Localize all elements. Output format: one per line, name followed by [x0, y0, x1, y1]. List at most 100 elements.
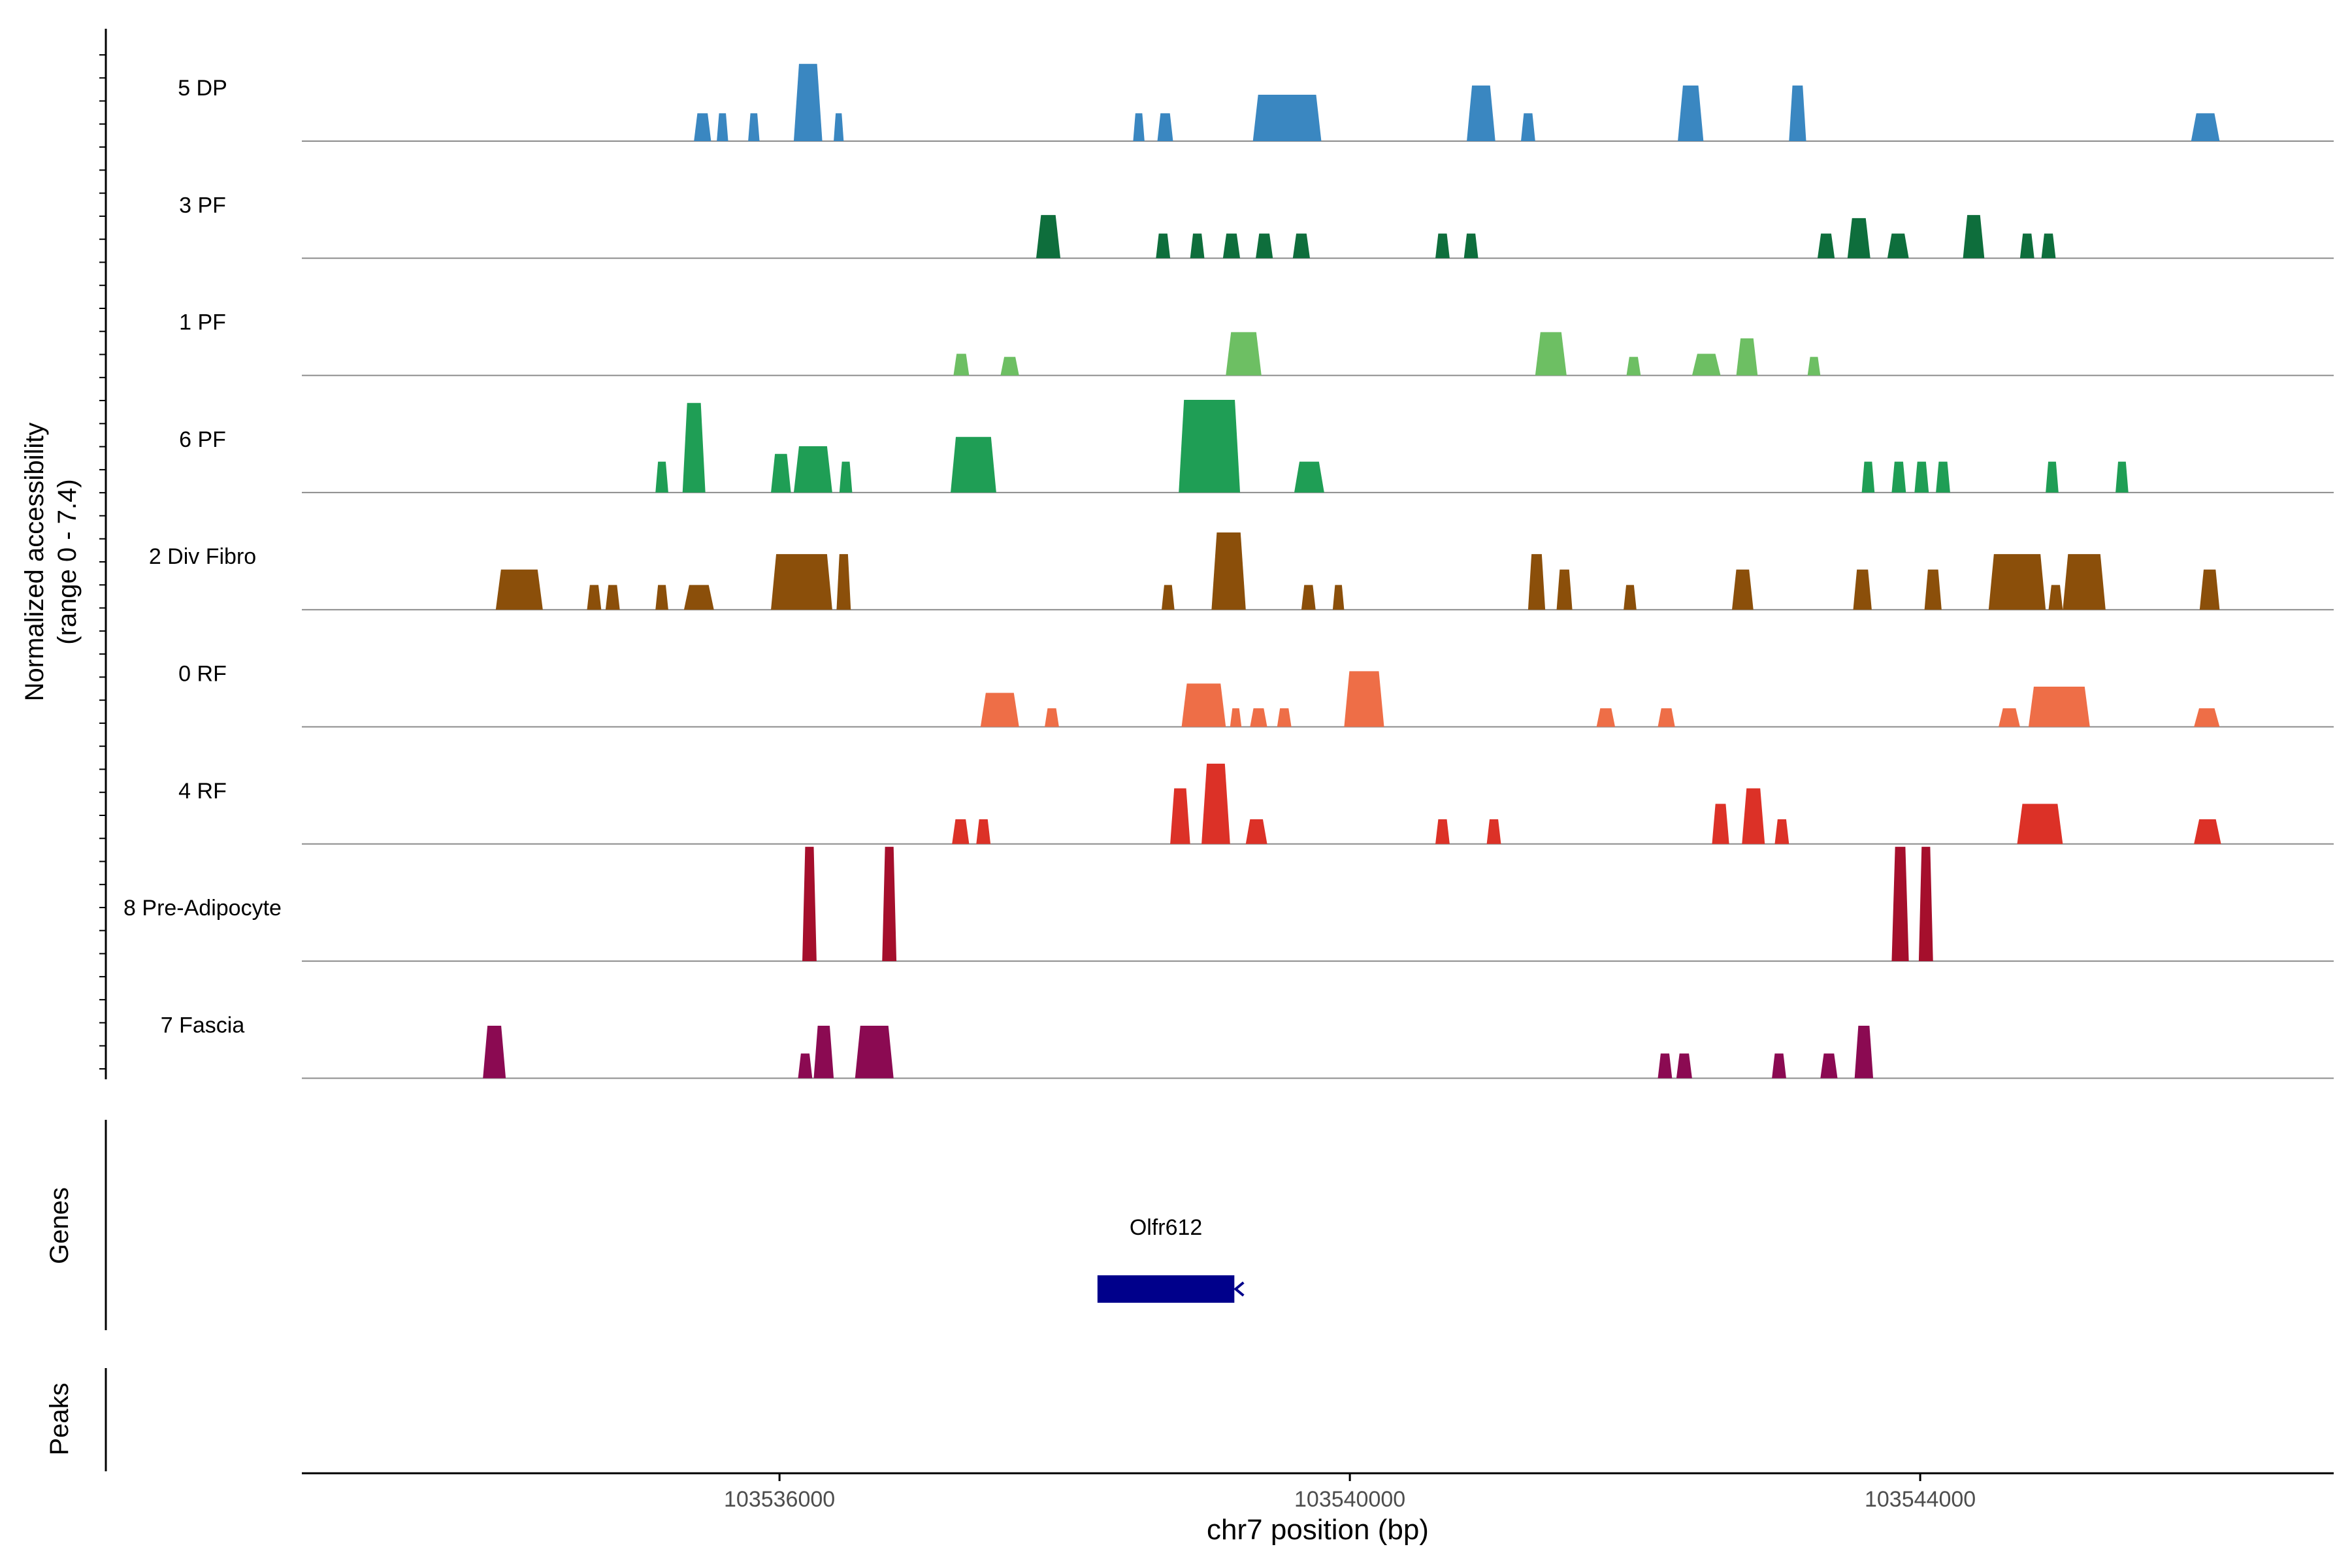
coverage-peak — [1000, 357, 1019, 376]
coverage-peak — [1854, 1025, 1874, 1079]
coverage-peak — [1170, 788, 1190, 844]
track-label: 5 DP — [178, 76, 227, 101]
coverage-peak — [793, 446, 832, 493]
coverage-peak — [1226, 332, 1262, 376]
x-axis: chr7 position (bp) 103536000 103540000 103… — [302, 1472, 2334, 1546]
x-tick-label: 103536000 — [724, 1487, 835, 1512]
coverage-peak — [1156, 233, 1171, 259]
track-label: 2 Div Fibro — [149, 544, 256, 569]
peaks-panel: Peaks — [45, 1368, 107, 1471]
coverage-peak — [1250, 708, 1267, 727]
coverage-peak — [1157, 113, 1173, 141]
genes-panel: Genes Olfr612 — [45, 1120, 1245, 1330]
track-label: 1 PF — [179, 310, 226, 335]
coverage-peak — [793, 63, 823, 141]
coverage-peak — [1245, 819, 1267, 844]
coverage-peak — [2191, 113, 2220, 141]
coverage-peak — [813, 1025, 834, 1079]
coverage-peak — [855, 1025, 894, 1079]
coverage-peak — [1222, 233, 1241, 259]
coverage-peak — [495, 569, 543, 610]
coverage-peak — [976, 819, 991, 844]
coverage-peak — [980, 693, 1019, 727]
coverage-peak — [587, 585, 602, 610]
coverage-peak — [1294, 461, 1324, 493]
coverage-peak — [1774, 819, 1789, 844]
coverage-peak — [1045, 708, 1059, 727]
x-axis-title: chr7 position (bp) — [1207, 1514, 1429, 1546]
coverage-peak — [1988, 554, 2046, 610]
coverage-peak — [2194, 819, 2221, 844]
coverage-peak — [1463, 233, 1478, 259]
coverage-peak — [1332, 585, 1345, 610]
coverage-peak — [1891, 461, 1906, 493]
coverage-peak — [882, 847, 897, 962]
coverage-peak — [1817, 233, 1835, 259]
coverage-peak — [1596, 708, 1616, 727]
x-tick-label: 103540000 — [1294, 1487, 1405, 1512]
gene-strand-arrow — [1233, 1281, 1245, 1297]
y-axis-label: Normalized accessibility — [20, 423, 49, 702]
coverage-peak — [1133, 113, 1145, 141]
track-3-pf: 3 PF — [179, 193, 2334, 259]
coverage-peak — [1292, 233, 1310, 259]
gene-body — [1097, 1275, 1235, 1303]
coverage-peak — [2041, 233, 2056, 259]
coverage-peak — [1252, 95, 1322, 141]
coverage-peak — [1847, 218, 1870, 259]
coverage-peak — [655, 461, 668, 493]
coverage-peak — [2048, 585, 2063, 610]
peaks-panel-label: Peaks — [45, 1382, 74, 1455]
coverage-y-axis — [99, 29, 107, 1079]
gene-label: Olfr612 — [1130, 1215, 1203, 1240]
track-label: 0 RF — [178, 662, 227, 687]
track-label: 4 RF — [178, 779, 227, 804]
coverage-peak — [802, 847, 817, 962]
coverage-peak — [1853, 569, 1872, 610]
coverage-peak — [483, 1025, 506, 1079]
coverage-peak — [2194, 708, 2220, 727]
coverage-peak — [748, 113, 760, 141]
coverage-peak — [683, 585, 714, 610]
track-6-pf: 6 PF — [179, 400, 2334, 493]
track-0-rf: 0 RF — [178, 662, 2334, 728]
coverage-peak — [1963, 215, 1985, 259]
coverage-peak — [1789, 85, 1806, 141]
coverage-peak — [1918, 847, 1933, 962]
coverage-peak — [1736, 338, 1758, 376]
coverage-peak — [1712, 804, 1729, 844]
coverage-peak — [1230, 708, 1242, 727]
coverage-peak — [1676, 1053, 1692, 1079]
coverage-peak — [2017, 804, 2063, 844]
track-label: 8 Pre-Adipocyte — [123, 896, 282, 921]
coverage-peak — [605, 585, 620, 610]
coverage-peak — [1772, 1053, 1786, 1079]
track-label: 3 PF — [179, 193, 226, 218]
track-label: 7 Fascia — [161, 1013, 245, 1037]
coverage-peak — [1521, 113, 1535, 141]
coverage-peak — [1535, 332, 1567, 376]
coverage-peak — [2046, 461, 2059, 493]
coverage-peak — [1624, 585, 1637, 610]
coverage-peak — [1256, 233, 1273, 259]
coverage-peak — [1344, 671, 1384, 727]
coverage-peak — [694, 113, 711, 141]
coverage-peak — [1435, 819, 1450, 844]
coverage-peak — [951, 436, 996, 493]
coverage-peak — [1179, 400, 1241, 493]
coverage-peak — [1678, 85, 1704, 141]
track-label: 6 PF — [179, 427, 226, 452]
coverage-peak — [1277, 708, 1292, 727]
coverage-peak — [798, 1053, 813, 1079]
coverage-peak — [1467, 85, 1495, 141]
coverage-peak — [1527, 554, 1546, 610]
coverage-peak — [1301, 585, 1316, 610]
genes-panel-label: Genes — [45, 1187, 74, 1264]
x-tick-label: 103544000 — [1865, 1487, 1976, 1512]
coverage-peak — [1887, 233, 1909, 259]
coverage-peak — [717, 113, 728, 141]
coverage-peak — [1691, 353, 1721, 376]
coverage-peak — [2019, 233, 2034, 259]
coverage-peak — [1891, 847, 1909, 962]
